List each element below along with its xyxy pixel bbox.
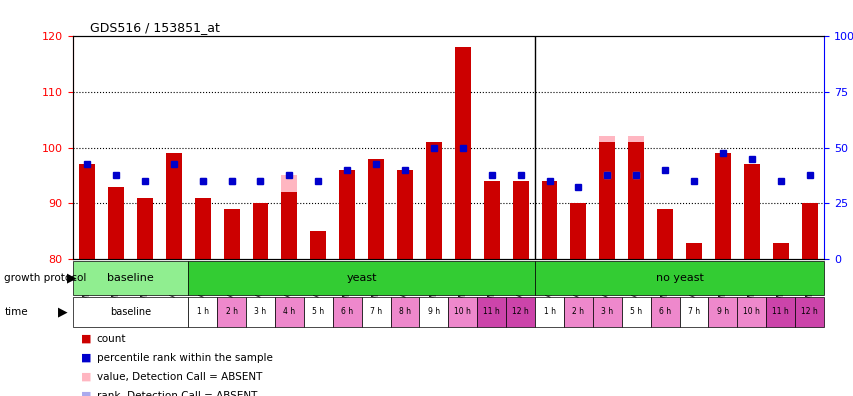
Bar: [223, 209, 239, 259]
Bar: [563, 297, 592, 327]
Text: baseline: baseline: [110, 307, 151, 317]
Bar: [79, 164, 95, 259]
Bar: [599, 136, 614, 259]
Bar: [136, 198, 153, 259]
Bar: [743, 164, 759, 259]
Bar: [188, 297, 217, 327]
Bar: [657, 209, 672, 259]
Bar: [506, 297, 535, 327]
Bar: [217, 297, 246, 327]
Bar: [679, 297, 708, 327]
Bar: [708, 297, 736, 327]
Bar: [275, 297, 304, 327]
Bar: [246, 297, 275, 327]
Bar: [685, 243, 701, 259]
Text: 5 h: 5 h: [312, 307, 324, 316]
Bar: [628, 142, 643, 259]
Text: 8 h: 8 h: [398, 307, 410, 316]
Text: ■: ■: [81, 371, 91, 382]
Text: 12 h: 12 h: [512, 307, 528, 316]
Text: 3 h: 3 h: [601, 307, 612, 316]
Text: 3 h: 3 h: [254, 307, 266, 316]
Text: ■: ■: [81, 352, 91, 363]
Bar: [252, 204, 268, 259]
Text: baseline: baseline: [107, 273, 154, 283]
Text: ▶: ▶: [67, 272, 76, 285]
Text: 7 h: 7 h: [688, 307, 699, 316]
Bar: [390, 297, 419, 327]
Bar: [188, 261, 535, 295]
Bar: [333, 297, 361, 327]
Bar: [455, 47, 470, 259]
Bar: [194, 209, 211, 259]
Bar: [765, 297, 794, 327]
Bar: [165, 153, 182, 259]
Bar: [310, 231, 326, 259]
Bar: [73, 297, 188, 327]
Text: 11 h: 11 h: [771, 307, 788, 316]
Text: 5 h: 5 h: [630, 307, 641, 316]
Bar: [419, 297, 448, 327]
Text: ■: ■: [81, 390, 91, 396]
Bar: [736, 297, 765, 327]
Bar: [304, 297, 333, 327]
Bar: [339, 170, 355, 259]
Bar: [223, 209, 239, 259]
Bar: [650, 297, 679, 327]
Bar: [483, 181, 499, 259]
Text: ■: ■: [81, 333, 91, 344]
Text: 12 h: 12 h: [800, 307, 817, 316]
Text: 10 h: 10 h: [454, 307, 471, 316]
Text: 6 h: 6 h: [340, 307, 353, 316]
Bar: [73, 261, 188, 295]
Text: time: time: [4, 307, 28, 317]
Text: rank, Detection Call = ABSENT: rank, Detection Call = ABSENT: [96, 390, 257, 396]
Bar: [512, 181, 528, 259]
Text: 6 h: 6 h: [659, 307, 670, 316]
Bar: [628, 136, 643, 259]
Text: 7 h: 7 h: [369, 307, 381, 316]
Text: growth protocol: growth protocol: [4, 273, 86, 283]
Text: value, Detection Call = ABSENT: value, Detection Call = ABSENT: [96, 371, 262, 382]
Bar: [448, 297, 477, 327]
Text: yeast: yeast: [346, 273, 376, 283]
Text: percentile rank within the sample: percentile rank within the sample: [96, 352, 272, 363]
Text: 1 h: 1 h: [196, 307, 208, 316]
Bar: [194, 198, 211, 259]
Bar: [281, 175, 297, 259]
Bar: [426, 142, 441, 259]
Text: no yeast: no yeast: [655, 273, 703, 283]
Text: 2 h: 2 h: [572, 307, 583, 316]
Text: 9 h: 9 h: [427, 307, 439, 316]
Text: 9 h: 9 h: [716, 307, 728, 316]
Bar: [535, 297, 563, 327]
Bar: [599, 142, 614, 259]
Bar: [772, 243, 788, 259]
Bar: [801, 204, 816, 259]
Text: GDS516 / 153851_at: GDS516 / 153851_at: [90, 21, 219, 34]
Bar: [368, 159, 384, 259]
Bar: [361, 297, 390, 327]
Bar: [535, 261, 823, 295]
Bar: [281, 192, 297, 259]
Bar: [592, 297, 621, 327]
Bar: [397, 170, 413, 259]
Text: count: count: [96, 333, 126, 344]
Bar: [714, 153, 730, 259]
Bar: [477, 297, 506, 327]
Bar: [252, 204, 268, 259]
Text: 11 h: 11 h: [483, 307, 500, 316]
Bar: [541, 181, 557, 259]
Text: 4 h: 4 h: [283, 307, 295, 316]
Text: 1 h: 1 h: [543, 307, 554, 316]
Text: 10 h: 10 h: [743, 307, 759, 316]
Bar: [621, 297, 650, 327]
Text: 2 h: 2 h: [225, 307, 237, 316]
Bar: [570, 204, 586, 259]
Text: ▶: ▶: [58, 305, 67, 318]
Bar: [107, 187, 124, 259]
Bar: [794, 297, 823, 327]
